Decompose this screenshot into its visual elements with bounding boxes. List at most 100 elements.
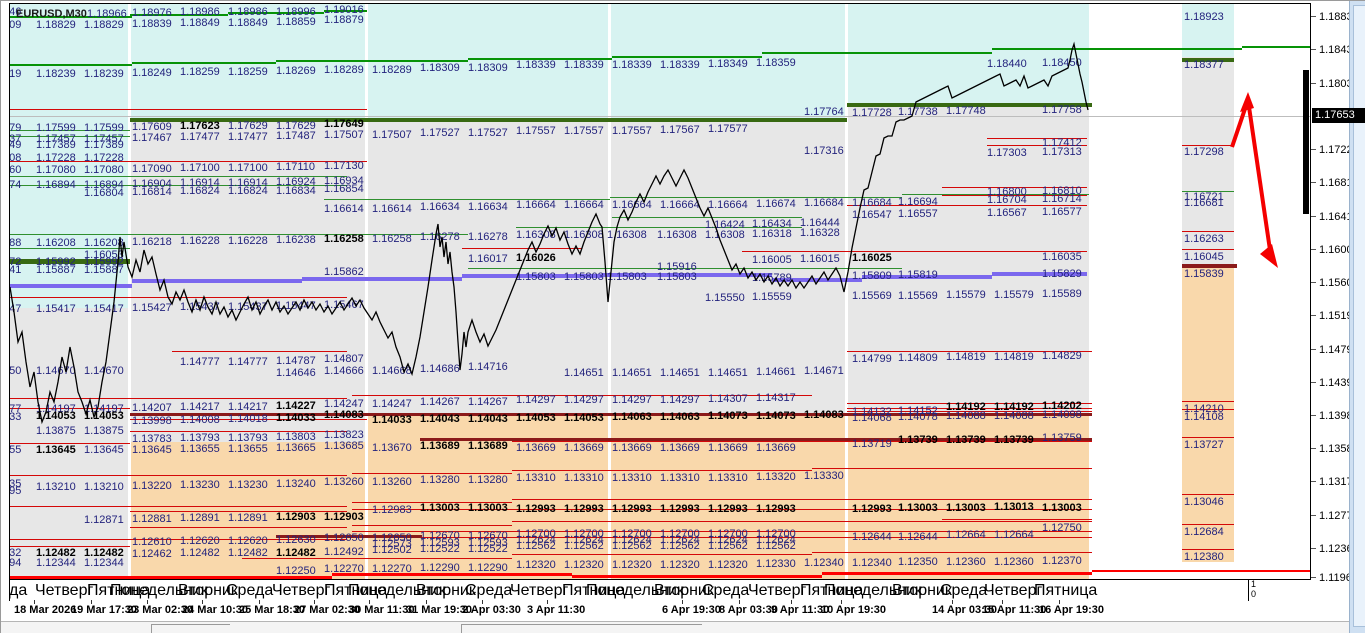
- price-label: 1.14777: [228, 356, 268, 368]
- price-label: 1.18339: [660, 59, 700, 71]
- level-line: [612, 56, 762, 58]
- current-price-badge: 1.17653: [1312, 108, 1365, 123]
- price-label: 1.16934: [324, 175, 364, 187]
- price-label: 1.16674: [756, 198, 796, 210]
- price-label: 1.18349: [708, 58, 748, 70]
- time-axis[interactable]: 18 Mar 2026 19 Mar 17:30 23 Mar 02:30 24 Ma…: [9, 600, 1309, 619]
- level-line: [130, 527, 347, 528]
- forecast-arrow-down-head: [1260, 244, 1278, 268]
- price-label: 1.17599: [36, 122, 76, 134]
- axis-tick-label: 1.16009: [1319, 244, 1359, 256]
- price-label: 1.14307: [708, 393, 748, 405]
- level-line: [512, 554, 812, 555]
- level-line: [762, 52, 992, 54]
- price-label: 1.16914: [228, 177, 268, 189]
- price-label: 1.16634: [420, 201, 460, 213]
- price-label: 1.16258: [372, 233, 412, 245]
- price-label: 1.12644: [852, 531, 892, 543]
- price-label: 1.13013: [994, 501, 1034, 513]
- price-label: 1.12670: [420, 530, 460, 542]
- time-label: 9 Apr 11:30: [771, 604, 830, 616]
- price-label: 1.17527: [468, 127, 508, 139]
- price-label: 1.13003: [1042, 502, 1082, 514]
- price-label: 1.15789: [752, 272, 792, 284]
- price-label: 1.14053: [564, 412, 604, 424]
- axis-tick-label: 1.16419: [1319, 211, 1359, 223]
- level-line: [847, 403, 1092, 404]
- level-line: [1182, 494, 1234, 495]
- level-line: [10, 443, 130, 444]
- price-label: 1.15559: [752, 291, 792, 303]
- axis-tick-mark: [1311, 282, 1316, 283]
- price-label: 1.13669: [612, 442, 652, 454]
- price-label: 1.12700: [660, 528, 700, 540]
- price-label: 1.17487: [276, 130, 316, 142]
- price-label: 1.16263: [1184, 233, 1224, 245]
- price-label: 1.14799: [852, 353, 892, 365]
- price-label: 1.12624: [612, 534, 652, 546]
- price-label: 1.16318: [752, 228, 792, 240]
- price-label: 1.14088: [946, 410, 986, 422]
- price-label: 1.15839: [1184, 268, 1224, 280]
- level-line: [847, 411, 1092, 412]
- level-line: [324, 199, 610, 200]
- price-label: 1.18879: [324, 14, 364, 26]
- axis-tick-mark: [1311, 415, 1316, 416]
- price-label: 1.15992: [36, 256, 76, 268]
- price-label: 1.12340: [852, 557, 892, 569]
- price-label: 1.14247: [324, 398, 364, 410]
- time-tick-mark: [739, 600, 740, 604]
- weekday-label: Понедельник: [348, 582, 446, 599]
- weekday-label: Пятница: [324, 582, 388, 599]
- time-tick-mark: [1059, 600, 1060, 604]
- forecast-arrow[interactable]: [1230, 92, 1278, 268]
- price-label: 1.18339: [612, 59, 652, 71]
- price-label: 188: [9, 237, 22, 249]
- axis-tick-label: 1.14399: [1319, 377, 1359, 389]
- price-label: 1.12620: [228, 535, 268, 547]
- price-label: 1.12482: [84, 547, 124, 559]
- price-label: 1.12644: [898, 531, 938, 543]
- level-line: [10, 576, 332, 579]
- scrollbar-thumb[interactable]: [1353, 5, 1365, 627]
- price-label: 1.14108: [1184, 411, 1224, 423]
- price-label: 1.17457: [36, 133, 76, 145]
- weekday-label: Среда: [940, 582, 988, 599]
- price-label: 1.15916: [657, 261, 697, 273]
- weekday-label: Вторник: [654, 582, 714, 599]
- price-label: 1.18339: [564, 59, 604, 71]
- scale-value-bottom: 0: [1251, 589, 1257, 599]
- axis-tick-mark: [1311, 349, 1316, 350]
- price-label: 1.17557: [564, 125, 604, 137]
- price-label: 1.16547: [852, 209, 892, 221]
- axis-tick-mark: [1311, 481, 1316, 482]
- axis-tick-label: 1.12369: [1319, 543, 1359, 555]
- level-line: [130, 118, 847, 122]
- price-label: 1.12360: [946, 556, 986, 568]
- week-separator: [365, 4, 368, 579]
- price-label: 1.12664: [994, 529, 1034, 541]
- vertical-scrollbar[interactable]: [1349, 1, 1365, 633]
- level-line: [512, 521, 1092, 522]
- time-tick-mark: [547, 600, 548, 604]
- price-label: 1.12700: [612, 528, 652, 540]
- price-label: 1.14297: [564, 394, 604, 406]
- session-zone: [610, 120, 847, 414]
- price-label: 1.17228: [36, 152, 76, 164]
- price-label: 1.12670: [468, 530, 508, 542]
- axis-tick-label: 1.11969: [1319, 572, 1358, 584]
- price-label: 1.19016: [324, 4, 364, 16]
- chart-plot[interactable]: EURUSD,M30 946 1.18966 1.18976 1.18986 1.189…: [9, 3, 1311, 580]
- level-line: [10, 234, 468, 235]
- level-line: [1182, 249, 1234, 250]
- level-line: [1182, 401, 1234, 402]
- level-line: [228, 12, 324, 14]
- level-line: [242, 558, 512, 559]
- session-zone: [1089, 4, 1182, 579]
- price-label: 1.14651: [612, 367, 652, 379]
- price-label: 1.12993: [612, 503, 652, 515]
- bottom-frame-strip: [1, 621, 1349, 633]
- price-label: 1.18849: [180, 17, 220, 29]
- session-zone: [847, 105, 1089, 414]
- level-line: [1182, 231, 1234, 232]
